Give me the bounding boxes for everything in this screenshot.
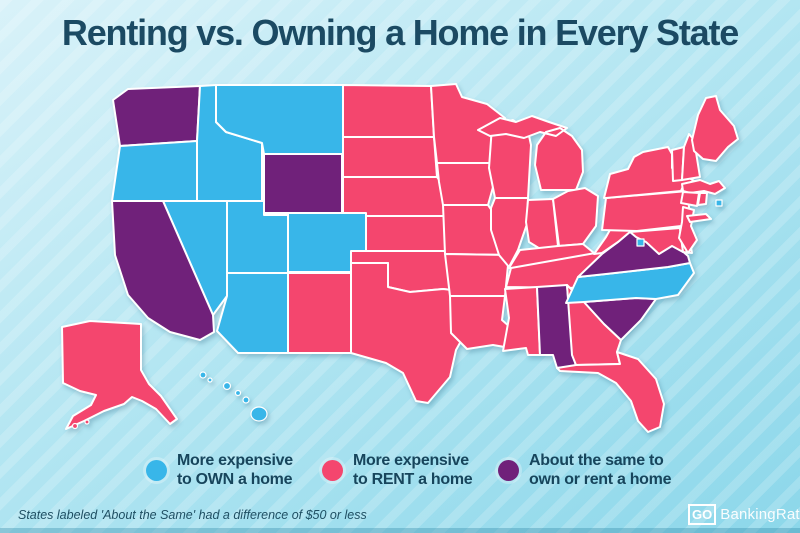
gobankingrates-logo: GO BankingRates bbox=[688, 504, 800, 525]
logo-text: BankingRates bbox=[720, 506, 800, 523]
state-iowa bbox=[436, 162, 496, 206]
state-arkansas bbox=[444, 253, 510, 297]
state-hawaii bbox=[199, 371, 268, 422]
legend-item-own: More expensive to OWN a home bbox=[146, 452, 293, 489]
state-new-jersey bbox=[678, 206, 698, 254]
footnote: States labeled 'About the Same' had a di… bbox=[18, 508, 367, 522]
state-south-dakota bbox=[342, 136, 438, 178]
legend-label-own: More expensive to OWN a home bbox=[177, 452, 293, 488]
legend-dot-same-icon bbox=[498, 460, 519, 482]
state-rhode-island bbox=[697, 192, 708, 206]
state-maine bbox=[691, 95, 739, 162]
legend-dot-own-icon bbox=[146, 460, 167, 482]
state-california bbox=[111, 200, 215, 341]
state-washington bbox=[112, 85, 201, 147]
state-north-dakota bbox=[342, 84, 435, 138]
legend-label-rent: More expensive to RENT a home bbox=[353, 452, 473, 488]
bottom-strip bbox=[0, 528, 800, 533]
state-wyoming bbox=[263, 153, 343, 214]
state-mississippi bbox=[502, 286, 541, 356]
state-florida bbox=[556, 351, 665, 433]
logo-go-badge: GO bbox=[688, 504, 717, 525]
legend-dot-rent-icon bbox=[322, 460, 343, 482]
state-michigan bbox=[477, 115, 584, 191]
state-district-of-columbia-marker bbox=[636, 238, 645, 247]
state-nebraska bbox=[342, 176, 454, 217]
legend-item-rent: More expensive to RENT a home bbox=[322, 452, 473, 489]
state-new-mexico bbox=[287, 272, 352, 354]
state-ohio bbox=[552, 187, 599, 247]
state-alaska bbox=[61, 320, 178, 430]
state-new-hampshire bbox=[681, 133, 701, 181]
legend-item-same: About the same to own or rent a home bbox=[498, 452, 671, 489]
page-title: Renting vs. Owning a Home in Every State bbox=[61, 12, 739, 53]
state-oregon bbox=[111, 140, 198, 202]
state-connecticut bbox=[680, 191, 700, 207]
legend-label-same: About the same to own or rent a home bbox=[529, 452, 672, 488]
state-arizona bbox=[216, 272, 289, 354]
offshore-island-marker bbox=[715, 199, 723, 207]
